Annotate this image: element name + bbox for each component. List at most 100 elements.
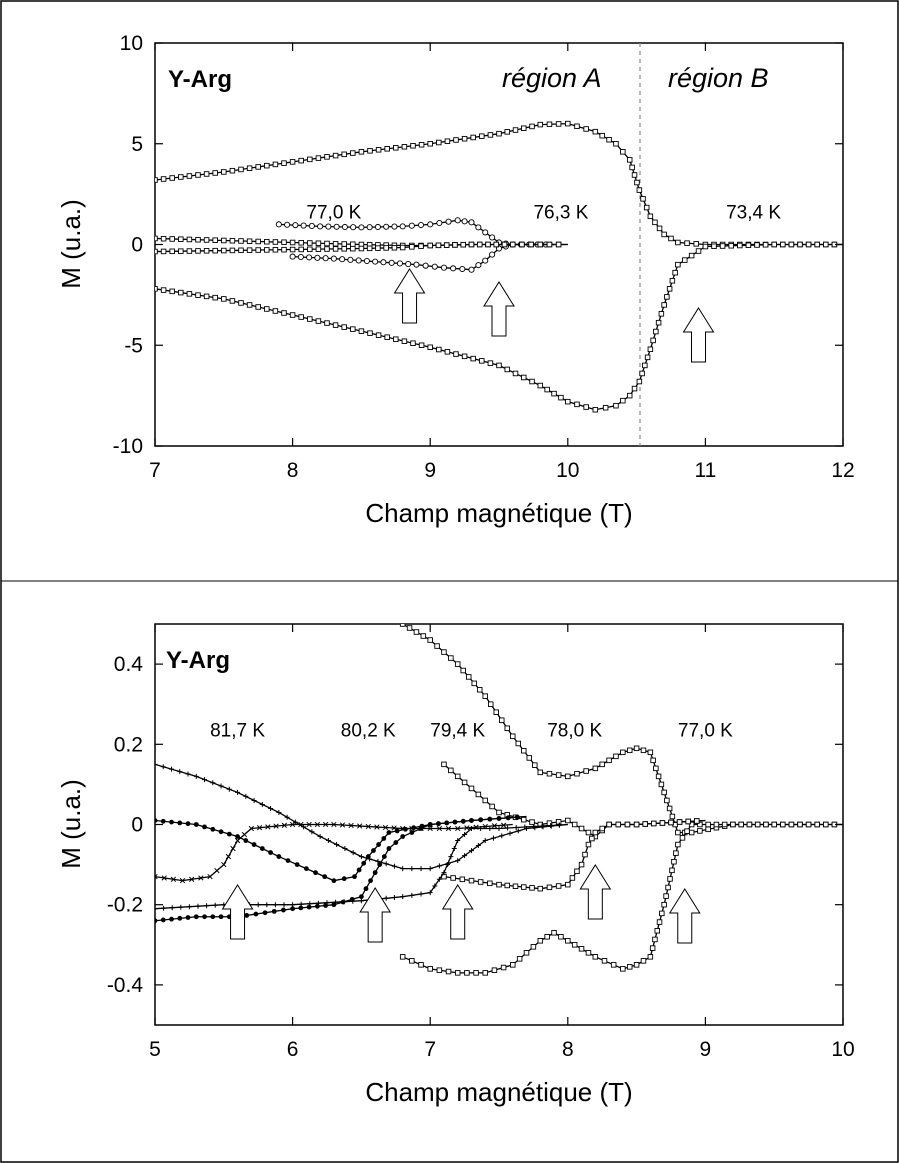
bot-data-point — [462, 832, 468, 838]
top-data-point — [289, 159, 296, 165]
bot-data-point — [505, 815, 511, 821]
bot-data-point — [409, 866, 415, 872]
bot-series-4 — [155, 761, 568, 872]
bot-data-point — [400, 834, 406, 839]
bot-data-point — [493, 709, 499, 715]
top-series-5 — [155, 241, 568, 255]
top-data-point — [221, 296, 227, 302]
bot-data-point — [427, 890, 433, 896]
top-data-point — [324, 320, 330, 326]
bot-data-point — [334, 842, 340, 848]
bot-data-point — [548, 823, 554, 829]
top-data-point — [212, 294, 218, 301]
bot-data-point — [688, 829, 695, 836]
top-data-point — [195, 292, 201, 298]
bot-data-point — [477, 879, 484, 885]
bot-data-point — [155, 761, 158, 767]
bot-data-point — [529, 819, 535, 825]
top-data-point — [461, 353, 468, 360]
top-data-point — [482, 257, 489, 264]
bot-data-point — [441, 649, 447, 655]
bot-data-point — [193, 822, 199, 827]
bot-data-point — [529, 885, 535, 891]
bot-data-point — [323, 903, 329, 908]
bot-transition-arrow — [668, 888, 701, 944]
bot-data-point — [313, 870, 318, 876]
bot-data-point — [371, 848, 376, 853]
bot-data-point — [155, 818, 158, 823]
bot-x-tick-label: 9 — [700, 1038, 712, 1061]
bot-data-point — [170, 876, 177, 882]
top-data-point — [496, 362, 502, 369]
top-x-axis-label: Champ magnétique (T) — [365, 498, 632, 528]
bot-data-point — [521, 816, 527, 823]
bot-data-point — [487, 826, 493, 832]
bot-data-point — [185, 771, 191, 777]
top-data-point — [401, 338, 408, 344]
bot-data-point — [210, 780, 216, 786]
bot-data-point — [178, 904, 184, 910]
bot-data-point — [303, 866, 309, 872]
bot-data-point — [427, 825, 433, 832]
bot-data-point — [649, 945, 656, 951]
bot-data-point — [177, 915, 183, 921]
bot-data-point — [381, 854, 387, 859]
top-data-point — [238, 247, 244, 254]
bot-data-point — [391, 863, 397, 869]
top-data-point — [656, 225, 663, 232]
top-data-point — [762, 242, 769, 248]
bot-data-point — [676, 819, 683, 825]
top-data-point — [675, 261, 681, 268]
bot-data-point — [738, 821, 744, 828]
top-data-point — [238, 238, 244, 244]
top-data-point — [375, 332, 382, 338]
top-data-point — [418, 142, 425, 148]
top-data-point — [324, 154, 330, 160]
top-data-point — [272, 308, 279, 314]
bot-data-point — [169, 905, 175, 911]
bot-data-point — [374, 824, 380, 830]
bot-data-point — [155, 918, 158, 924]
top-data-point — [264, 247, 270, 253]
bot-data-point — [679, 835, 686, 841]
top-data-point — [298, 246, 304, 253]
bot-data-point — [259, 846, 265, 851]
bot-data-point — [585, 950, 592, 956]
top-data-point — [155, 177, 158, 183]
top-data-point — [745, 242, 752, 249]
bot-data-point — [386, 846, 392, 851]
bot-data-point — [454, 970, 461, 976]
bot-data-point — [459, 876, 466, 883]
bottom-x-axis-label: Champ magnétique (T) — [365, 1077, 632, 1107]
bot-data-point — [510, 733, 516, 740]
top-data-point — [452, 242, 458, 248]
bot-temperature-label: 78,0 K — [547, 720, 602, 741]
bot-data-point — [654, 928, 660, 934]
bot-data-point — [348, 822, 354, 829]
bot-data-point — [713, 821, 720, 828]
top-data-point — [427, 242, 433, 249]
top-data-point — [221, 169, 227, 175]
top-data-point — [363, 257, 370, 265]
top-data-point — [307, 246, 313, 253]
bot-data-point — [377, 862, 383, 867]
top-temperature-label: 76,3 K — [533, 202, 588, 223]
top-data-point — [504, 129, 511, 135]
top-data-point — [341, 241, 347, 247]
top-data-point — [583, 404, 589, 410]
top-data-point — [613, 402, 619, 409]
top-data-point — [640, 196, 646, 202]
top-data-point — [408, 222, 415, 229]
bot-series-1 — [399, 821, 843, 976]
top-transition-arrow — [393, 268, 426, 324]
bot-transition-arrow — [221, 884, 254, 940]
bot-data-point — [406, 625, 413, 631]
bot-data-point — [289, 821, 296, 828]
bot-data-point — [556, 822, 562, 828]
top-data-point — [460, 241, 466, 248]
bot-data-point — [705, 826, 711, 833]
bot-data-point — [540, 824, 546, 830]
top-data-point — [512, 370, 519, 377]
bot-data-point — [514, 814, 520, 820]
